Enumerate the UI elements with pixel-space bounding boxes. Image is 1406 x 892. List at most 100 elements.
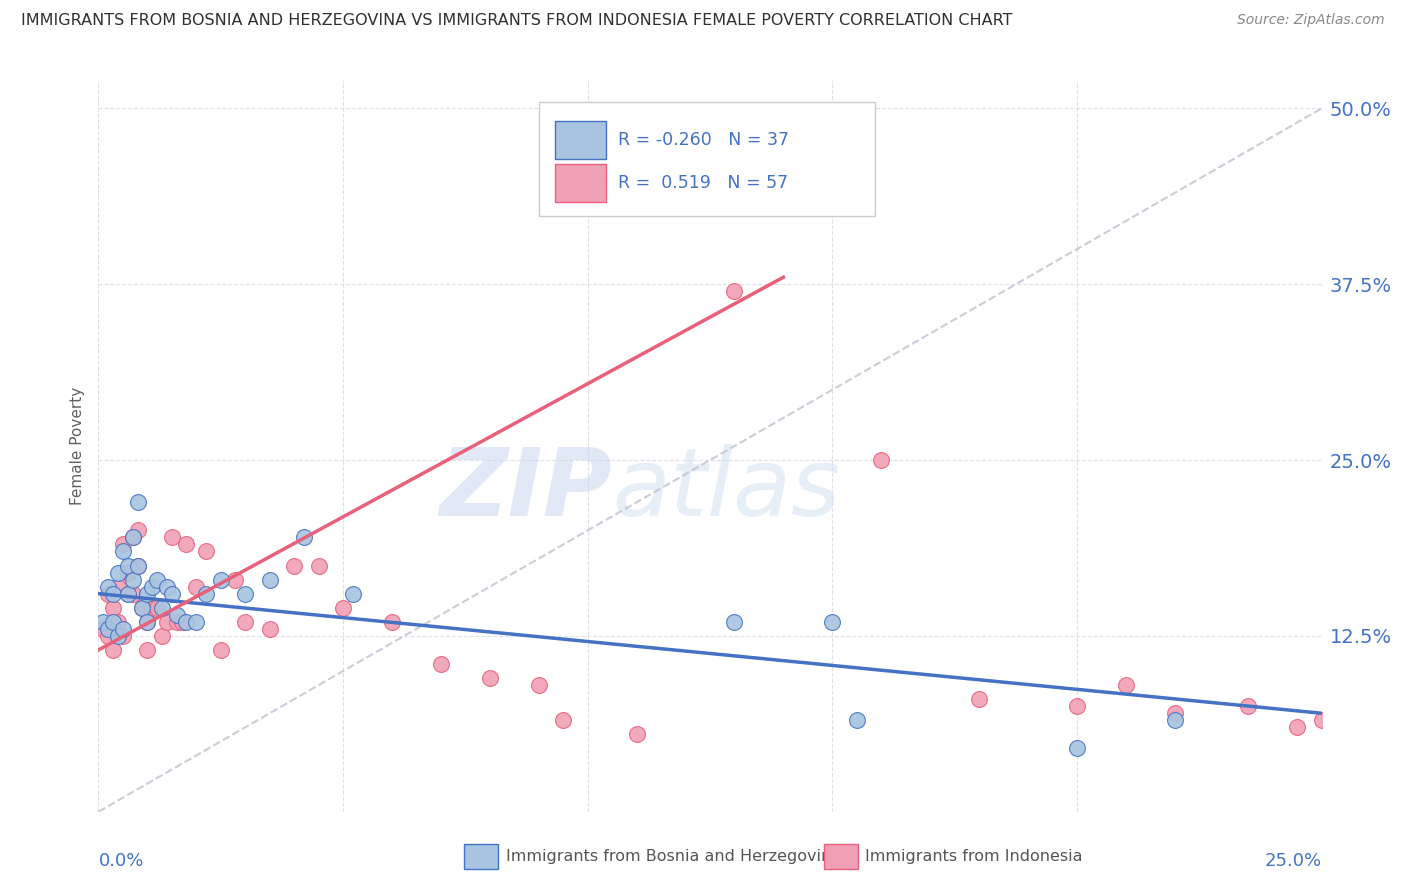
Point [381, 615, 404, 629]
Point [166, 615, 188, 629]
Point [1164, 714, 1187, 728]
Text: 0.0%: 0.0% [98, 852, 143, 870]
Point [723, 285, 745, 299]
Point [91, 622, 114, 636]
Point [141, 580, 163, 594]
Point [308, 558, 330, 573]
Text: 25.0%: 25.0% [1264, 852, 1322, 870]
Point [870, 453, 893, 467]
Point [111, 622, 134, 636]
Point [101, 600, 124, 615]
Point [97, 587, 120, 601]
Point [209, 643, 232, 657]
Point [101, 587, 124, 601]
Point [127, 558, 149, 573]
Point [156, 580, 179, 594]
Point [1164, 706, 1187, 721]
Point [292, 530, 315, 544]
Point [821, 615, 844, 629]
Point [478, 671, 501, 685]
Text: Immigrants from Bosnia and Herzegovina: Immigrants from Bosnia and Herzegovina [506, 849, 841, 863]
Point [176, 537, 198, 551]
Point [141, 600, 163, 615]
Text: atlas: atlas [612, 444, 841, 535]
Point [186, 580, 208, 594]
Point [1115, 678, 1137, 692]
FancyBboxPatch shape [555, 120, 606, 159]
Point [117, 566, 139, 580]
Point [136, 615, 159, 629]
Point [283, 558, 305, 573]
Point [136, 587, 159, 601]
Point [1066, 699, 1088, 714]
Point [121, 573, 143, 587]
Point [136, 615, 159, 629]
Point [195, 544, 218, 558]
Point [845, 714, 868, 728]
Point [111, 629, 134, 643]
Point [121, 530, 143, 544]
Point [97, 580, 120, 594]
Text: IMMIGRANTS FROM BOSNIA AND HERZEGOVINA VS IMMIGRANTS FROM INDONESIA FEMALE POVER: IMMIGRANTS FROM BOSNIA AND HERZEGOVINA V… [21, 13, 1012, 29]
FancyBboxPatch shape [555, 164, 606, 202]
Point [626, 727, 648, 741]
Point [233, 587, 256, 601]
Point [127, 495, 149, 509]
Point [117, 558, 139, 573]
Point [160, 530, 183, 544]
Point [1334, 720, 1357, 734]
Point [160, 587, 183, 601]
Point [186, 615, 208, 629]
Point [967, 692, 990, 706]
Point [101, 615, 124, 629]
Point [195, 587, 218, 601]
Point [127, 524, 149, 538]
Text: R =  0.519   N = 57: R = 0.519 N = 57 [619, 175, 789, 193]
Point [342, 587, 364, 601]
Point [1286, 720, 1309, 734]
Point [107, 615, 129, 629]
Point [170, 615, 193, 629]
Point [131, 600, 153, 615]
Point [527, 678, 550, 692]
Point [131, 600, 153, 615]
Point [1360, 727, 1382, 741]
Point [1237, 699, 1260, 714]
Point [1310, 714, 1333, 728]
Point [259, 573, 281, 587]
Point [107, 566, 129, 580]
Point [150, 629, 173, 643]
Point [107, 629, 129, 643]
Text: R = -0.260   N = 37: R = -0.260 N = 37 [619, 130, 789, 149]
Point [117, 587, 139, 601]
Point [146, 573, 169, 587]
Point [176, 615, 198, 629]
Point [150, 600, 173, 615]
Point [121, 587, 143, 601]
Point [430, 657, 453, 671]
Y-axis label: Female Poverty: Female Poverty [70, 387, 86, 505]
Point [107, 580, 129, 594]
Point [101, 643, 124, 657]
Point [136, 643, 159, 657]
FancyBboxPatch shape [538, 103, 875, 216]
Point [723, 615, 745, 629]
Point [121, 530, 143, 544]
Point [233, 615, 256, 629]
Point [209, 573, 232, 587]
Text: Immigrants from Indonesia: Immigrants from Indonesia [865, 849, 1083, 863]
Point [1066, 741, 1088, 756]
Point [699, 186, 721, 200]
Point [224, 573, 246, 587]
Text: ZIP: ZIP [439, 444, 612, 536]
Point [111, 537, 134, 551]
Point [127, 558, 149, 573]
Point [97, 622, 120, 636]
Point [156, 615, 179, 629]
Point [259, 622, 281, 636]
Point [166, 607, 188, 622]
Text: Source: ZipAtlas.com: Source: ZipAtlas.com [1237, 13, 1385, 28]
Point [91, 615, 114, 629]
Point [111, 544, 134, 558]
Point [553, 714, 575, 728]
